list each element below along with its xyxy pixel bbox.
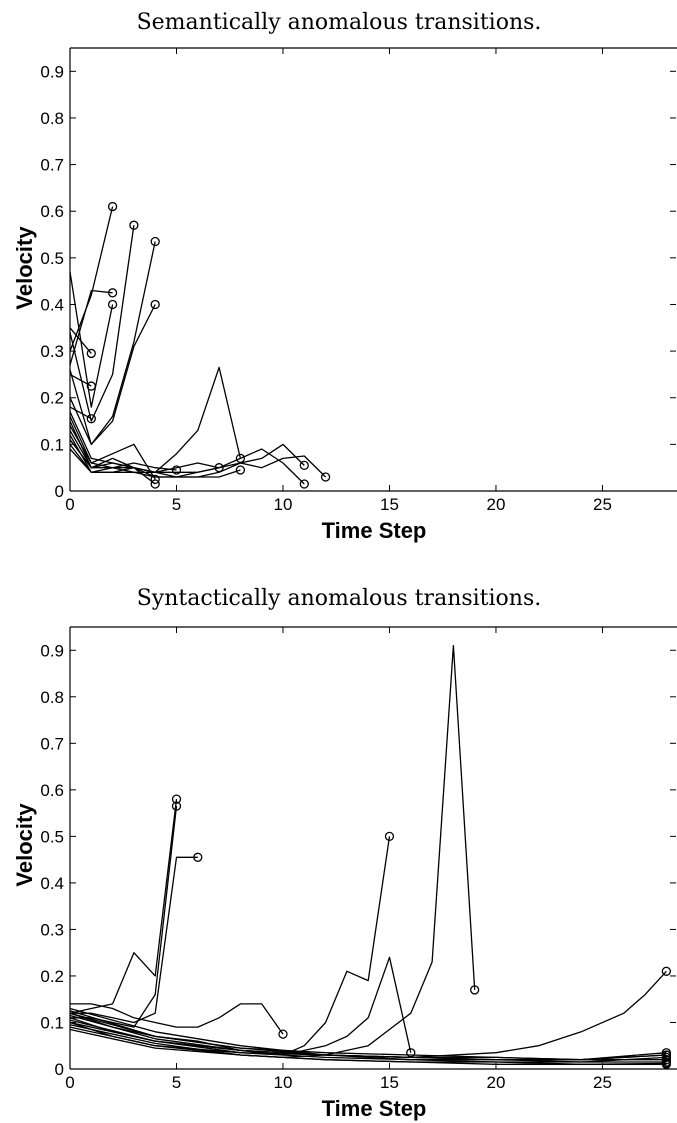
chart-syntactic: Syntactically anomalous transitions. Vel…: [12, 586, 677, 1121]
y-tick-label: 0.1: [40, 1013, 64, 1032]
series-line: [69, 448, 241, 478]
end-point-marker: [171, 794, 182, 804]
y-tick-label: 0.8: [40, 688, 64, 707]
series-line: [69, 271, 114, 408]
end-point-marker: [384, 831, 395, 842]
series-line: [69, 416, 156, 480]
end-point-marker: [299, 479, 309, 489]
x-tick-label: 5: [172, 495, 181, 514]
y-tick-label: 0.5: [40, 249, 64, 268]
end-point-marker: [150, 236, 160, 247]
y-tick-label: 0.1: [40, 435, 64, 454]
series-line: [69, 241, 156, 446]
end-point-marker: [235, 465, 246, 475]
series-line: [69, 1019, 667, 1063]
end-point-marker: [320, 472, 331, 482]
end-point-marker: [107, 299, 118, 310]
series-line: [70, 856, 198, 1024]
end-point-marker: [171, 465, 182, 475]
y-tick-label: 0.4: [40, 874, 64, 893]
end-point-marker: [86, 348, 96, 359]
y-tick-label: 0.8: [40, 109, 64, 128]
chart-title: Syntactically anomalous transitions.: [137, 586, 542, 611]
x-axis-label: Time Step: [322, 1096, 427, 1121]
series-line: [70, 806, 178, 1028]
end-point-marker: [107, 201, 118, 212]
end-point-marker: [150, 299, 160, 310]
y-tick-label: 0.7: [40, 156, 64, 175]
x-tick-label: 10: [274, 495, 293, 514]
y-tick-label: 0.9: [40, 641, 64, 660]
y-tick-label: 0.6: [40, 781, 64, 800]
x-tick-label: 25: [593, 495, 612, 514]
x-tick-label: 20: [487, 495, 506, 514]
x-tick-label: 10: [274, 1073, 293, 1092]
series-line: [69, 644, 476, 1059]
end-point-marker: [406, 1048, 416, 1058]
y-tick-label: 0.3: [40, 920, 64, 939]
y-tick-label: 0.3: [40, 342, 64, 361]
end-point-marker: [278, 1029, 288, 1039]
y-axis-label: Velocity: [12, 803, 37, 887]
end-point-marker: [171, 801, 182, 811]
series-line: [69, 206, 114, 352]
end-point-marker: [299, 460, 309, 471]
x-tick-label: 0: [65, 495, 74, 514]
series-line: [69, 430, 156, 485]
end-point-marker: [86, 414, 96, 424]
y-tick-label: 0.9: [40, 62, 64, 81]
x-tick-label: 5: [172, 1073, 181, 1092]
series-line: [69, 439, 220, 473]
chart-semantic: Semantically anomalous transitions. Velo…: [12, 10, 677, 543]
end-point-marker: [470, 985, 480, 995]
y-tick-label: 0.4: [40, 295, 64, 314]
x-tick-label: 0: [65, 1073, 74, 1092]
series-line: [69, 411, 327, 478]
series-line: [69, 799, 178, 1014]
x-tick-label: 15: [380, 1073, 399, 1092]
y-tick-label: 0: [55, 1060, 64, 1079]
y-tick-label: 0.2: [40, 967, 64, 986]
end-point-marker: [129, 220, 139, 230]
end-point-marker: [107, 288, 118, 298]
x-axis-label: Time Step: [322, 518, 427, 543]
series-line: [69, 304, 156, 446]
x-tick-label: 15: [380, 495, 399, 514]
end-point-marker: [150, 479, 160, 489]
series-line: [70, 1003, 284, 1035]
chart-title: Semantically anomalous transitions.: [137, 10, 542, 35]
x-tick-label: 25: [593, 1073, 612, 1092]
y-tick-label: 0: [55, 482, 64, 501]
y-tick-label: 0.6: [40, 202, 64, 221]
end-point-marker: [193, 852, 203, 862]
end-point-marker: [661, 966, 672, 976]
end-point-marker: [86, 381, 96, 391]
series-line: [69, 970, 667, 1059]
end-point-marker: [661, 1058, 672, 1069]
series-line: [69, 289, 113, 366]
y-tick-label: 0.5: [40, 827, 64, 846]
series-line: [69, 1010, 667, 1061]
series-line: [69, 1028, 667, 1065]
series-line: [69, 327, 92, 354]
y-axis-label: Velocity: [12, 226, 37, 310]
y-tick-label: 0.7: [40, 734, 64, 753]
y-tick-label: 0.2: [40, 389, 64, 408]
series-line: [69, 225, 135, 422]
series-line: [69, 444, 305, 485]
x-tick-label: 20: [487, 1073, 506, 1092]
